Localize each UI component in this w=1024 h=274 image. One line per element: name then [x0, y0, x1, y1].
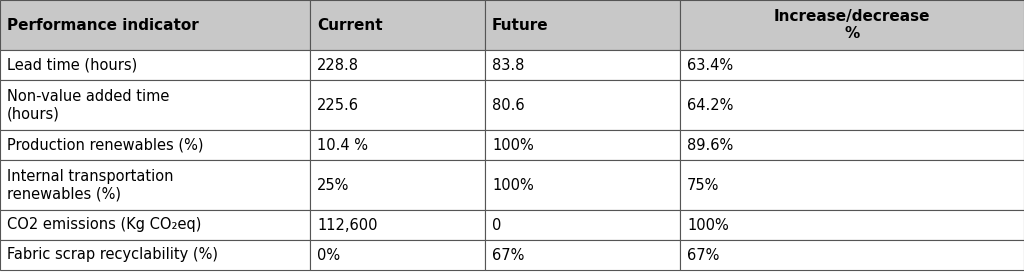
Text: 67%: 67%: [492, 247, 524, 262]
Bar: [310, 160, 485, 210]
Bar: [310, 50, 485, 80]
Text: Production renewables (%): Production renewables (%): [7, 138, 204, 153]
Text: 64.2%: 64.2%: [687, 98, 733, 113]
Bar: [310, 130, 485, 160]
Bar: [310, 80, 485, 130]
Bar: [485, 210, 680, 240]
Text: Increase/decrease
%: Increase/decrease %: [774, 9, 930, 41]
Text: 0: 0: [492, 218, 502, 233]
Text: 0%: 0%: [317, 247, 340, 262]
Text: Lead time (hours): Lead time (hours): [7, 58, 137, 73]
Bar: [485, 160, 680, 210]
Bar: [680, 130, 1024, 160]
Text: 10.4 %: 10.4 %: [317, 138, 368, 153]
Bar: [680, 80, 1024, 130]
Bar: [680, 50, 1024, 80]
Text: 83.8: 83.8: [492, 58, 524, 73]
Text: 89.6%: 89.6%: [687, 138, 733, 153]
Bar: [0, 130, 310, 160]
Bar: [0, 240, 310, 270]
Text: CO2 emissions (Kg CO₂eq): CO2 emissions (Kg CO₂eq): [7, 218, 202, 233]
Bar: [0, 210, 310, 240]
Text: 100%: 100%: [492, 138, 534, 153]
Bar: [0, 80, 310, 130]
Bar: [485, 0, 680, 50]
Bar: [485, 240, 680, 270]
Bar: [485, 130, 680, 160]
Bar: [310, 0, 485, 50]
Text: 80.6: 80.6: [492, 98, 524, 113]
Text: 100%: 100%: [492, 178, 534, 193]
Text: 25%: 25%: [317, 178, 349, 193]
Text: Non-value added time
(hours): Non-value added time (hours): [7, 89, 169, 121]
Text: 75%: 75%: [687, 178, 720, 193]
Bar: [0, 50, 310, 80]
Bar: [310, 240, 485, 270]
Text: Fabric scrap recyclability (%): Fabric scrap recyclability (%): [7, 247, 218, 262]
Bar: [0, 0, 310, 50]
Text: 112,600: 112,600: [317, 218, 378, 233]
Text: Internal transportation
renewables (%): Internal transportation renewables (%): [7, 169, 173, 201]
Text: 63.4%: 63.4%: [687, 58, 733, 73]
Bar: [0, 160, 310, 210]
Bar: [680, 0, 1024, 50]
Text: Current: Current: [317, 18, 383, 33]
Text: 225.6: 225.6: [317, 98, 359, 113]
Bar: [680, 240, 1024, 270]
Text: 100%: 100%: [687, 218, 729, 233]
Text: 228.8: 228.8: [317, 58, 359, 73]
Bar: [680, 210, 1024, 240]
Bar: [680, 160, 1024, 210]
Bar: [310, 210, 485, 240]
Text: 67%: 67%: [687, 247, 720, 262]
Bar: [485, 50, 680, 80]
Text: Performance indicator: Performance indicator: [7, 18, 199, 33]
Text: Future: Future: [492, 18, 549, 33]
Bar: [485, 80, 680, 130]
